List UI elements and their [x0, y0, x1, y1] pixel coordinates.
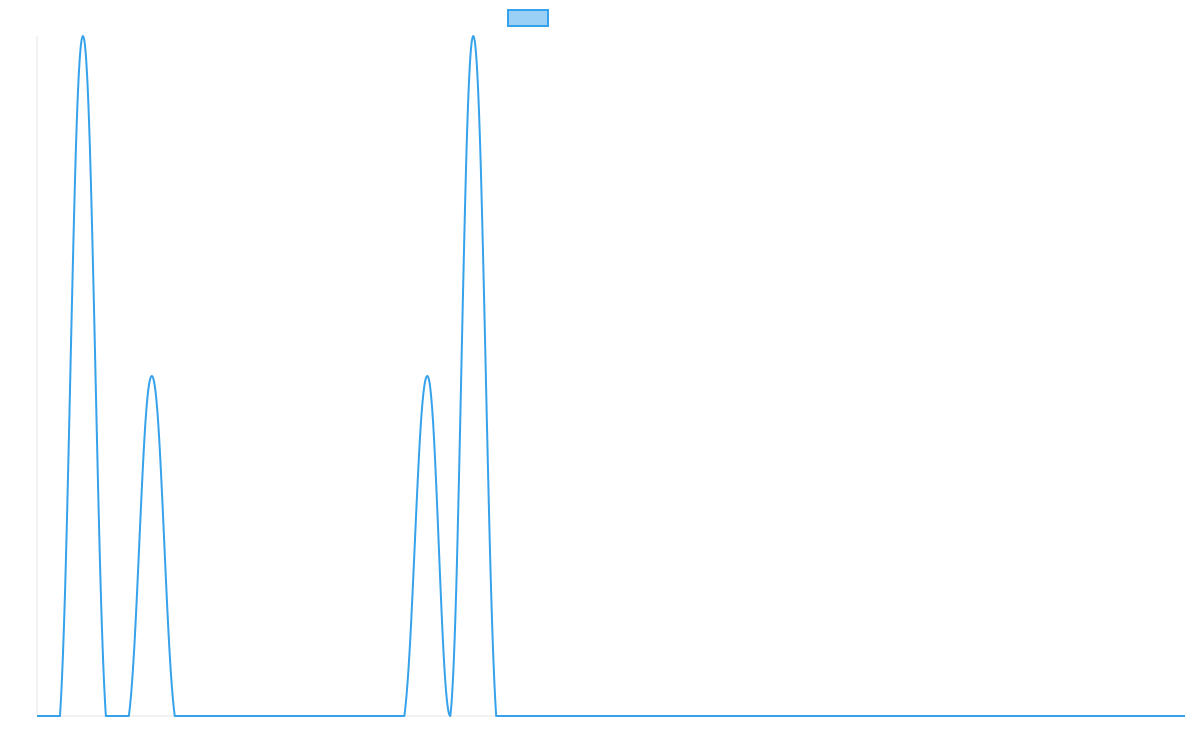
legend-swatch[interactable] [507, 9, 549, 27]
data-point[interactable] [310, 713, 316, 719]
data-point[interactable] [103, 713, 109, 719]
data-point[interactable] [1136, 713, 1142, 719]
data-point[interactable] [378, 713, 384, 719]
data-point[interactable] [884, 713, 890, 719]
data-point[interactable] [126, 713, 132, 719]
data-point[interactable] [769, 713, 775, 719]
data-point[interactable] [287, 713, 293, 719]
data-point[interactable] [654, 713, 660, 719]
data-point[interactable] [906, 713, 912, 719]
data-point[interactable] [1021, 713, 1027, 719]
data-point[interactable] [562, 713, 568, 719]
data-point[interactable] [677, 713, 683, 719]
data-point[interactable] [723, 713, 729, 719]
data-point[interactable] [470, 33, 476, 39]
series-group [37, 35, 1185, 717]
data-point[interactable] [57, 713, 63, 719]
data-point[interactable] [1113, 713, 1119, 719]
data-point[interactable] [516, 713, 522, 719]
data-point[interactable] [424, 373, 430, 379]
data-point[interactable] [861, 713, 867, 719]
data-point[interactable] [998, 713, 1004, 719]
data-point[interactable] [447, 713, 453, 719]
series-line [37, 35, 1185, 717]
data-point[interactable] [218, 713, 224, 719]
data-point[interactable] [355, 713, 361, 719]
data-point[interactable] [608, 713, 614, 719]
data-point[interactable] [1090, 713, 1096, 719]
data-points [34, 33, 1188, 719]
data-point[interactable] [264, 713, 270, 719]
legend[interactable] [507, 9, 549, 27]
data-point[interactable] [746, 713, 752, 719]
data-point[interactable] [401, 713, 407, 719]
data-point[interactable] [241, 713, 247, 719]
data-point[interactable] [34, 713, 40, 719]
data-point[interactable] [172, 713, 178, 719]
axes [36, 36, 1185, 717]
data-point[interactable] [700, 713, 706, 719]
data-point[interactable] [952, 713, 958, 719]
data-point[interactable] [539, 713, 545, 719]
data-point[interactable] [1044, 713, 1050, 719]
data-point[interactable] [493, 713, 499, 719]
data-point[interactable] [792, 713, 798, 719]
data-point[interactable] [838, 713, 844, 719]
data-point[interactable] [815, 713, 821, 719]
data-point[interactable] [1159, 713, 1165, 719]
data-point[interactable] [1182, 713, 1188, 719]
data-point[interactable] [1067, 713, 1073, 719]
data-point[interactable] [195, 713, 201, 719]
data-point[interactable] [975, 713, 981, 719]
data-point[interactable] [631, 713, 637, 719]
data-point[interactable] [929, 713, 935, 719]
data-point[interactable] [80, 33, 86, 39]
data-point[interactable] [332, 713, 338, 719]
data-point[interactable] [149, 373, 155, 379]
data-point[interactable] [585, 713, 591, 719]
